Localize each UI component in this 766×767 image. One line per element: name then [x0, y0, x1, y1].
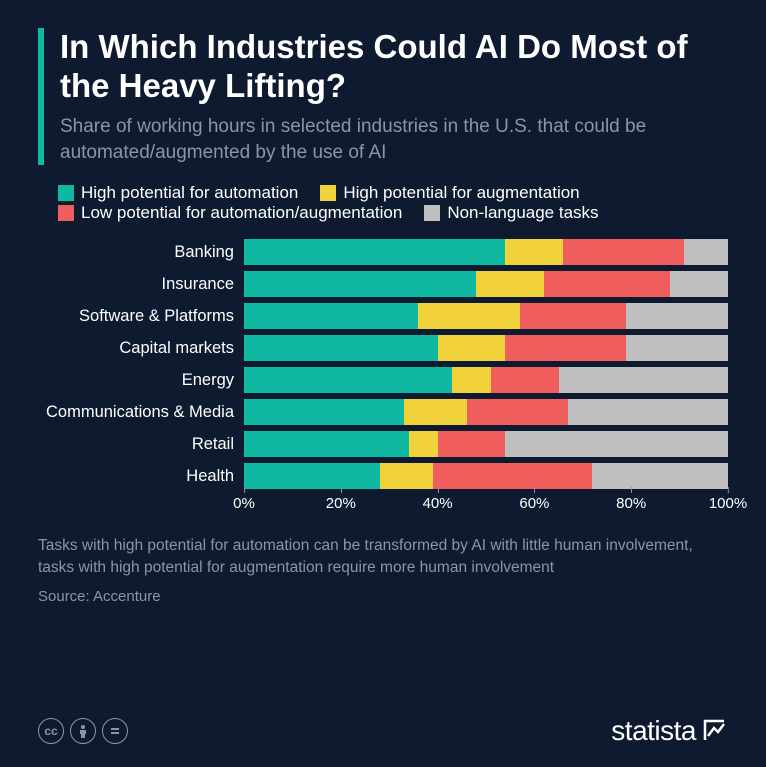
footer: cc statista — [38, 715, 728, 747]
category-label: Software & Platforms — [38, 307, 244, 326]
category-label: Banking — [38, 243, 244, 262]
bar-segment — [244, 303, 418, 329]
legend-label: Low potential for automation/augmentatio… — [81, 203, 402, 223]
bar-track — [244, 431, 728, 457]
bar-segment — [438, 335, 506, 361]
legend-item: High potential for automation — [58, 183, 298, 203]
bar-segment — [505, 431, 728, 457]
legend-swatch — [424, 205, 440, 221]
legend-item: Low potential for automation/augmentatio… — [58, 203, 402, 223]
legend-item: Non-language tasks — [424, 203, 598, 223]
bar-segment — [505, 239, 563, 265]
bar-segment — [505, 335, 626, 361]
bar-segment — [438, 431, 506, 457]
bar-segment — [568, 399, 728, 425]
legend-swatch — [58, 185, 74, 201]
footnote: Tasks with high potential for automation… — [38, 535, 728, 578]
legend-swatch — [320, 185, 336, 201]
legend-label: High potential for automation — [81, 183, 298, 203]
bar-segment — [244, 271, 476, 297]
legend-label: Non-language tasks — [447, 203, 598, 223]
bar-track — [244, 239, 728, 265]
axis-tick: 40% — [423, 495, 453, 512]
cc-icon: cc — [38, 718, 64, 744]
bar-track — [244, 367, 728, 393]
bar-segment — [409, 431, 438, 457]
bar-segment — [559, 367, 728, 393]
nd-icon — [102, 718, 128, 744]
bar-row: Capital markets — [38, 335, 728, 361]
bar-row: Health — [38, 463, 728, 489]
license-icons: cc — [38, 718, 128, 744]
bar-segment — [563, 239, 684, 265]
bar-segment — [452, 367, 491, 393]
bar-track — [244, 399, 728, 425]
bar-segment — [404, 399, 467, 425]
axis-tick: 0% — [233, 495, 255, 512]
bar-segment — [244, 399, 404, 425]
bar-segment — [244, 463, 380, 489]
legend-swatch — [58, 205, 74, 221]
bar-segment — [670, 271, 728, 297]
category-label: Retail — [38, 435, 244, 454]
chart-subtitle: Share of working hours in selected indus… — [60, 114, 728, 165]
bar-segment — [380, 463, 433, 489]
legend: High potential for automation High potent… — [38, 183, 728, 223]
category-label: Health — [38, 467, 244, 486]
header: In Which Industries Could AI Do Most of … — [38, 28, 728, 165]
bar-segment — [491, 367, 559, 393]
bar-row: Insurance — [38, 271, 728, 297]
bar-row: Retail — [38, 431, 728, 457]
axis-tick: 20% — [326, 495, 356, 512]
category-label: Communications & Media — [38, 403, 244, 422]
legend-label: High potential for augmentation — [343, 183, 579, 203]
bar-row: Energy — [38, 367, 728, 393]
bar-segment — [244, 239, 505, 265]
category-label: Capital markets — [38, 339, 244, 358]
bar-track — [244, 335, 728, 361]
bar-segment — [244, 367, 452, 393]
brand-text: statista — [611, 715, 696, 747]
axis-tick: 60% — [519, 495, 549, 512]
axis-tick: 100% — [709, 495, 747, 512]
bar-track — [244, 463, 728, 489]
bar-row: Communications & Media — [38, 399, 728, 425]
bar-segment — [626, 335, 728, 361]
bar-segment — [244, 431, 409, 457]
bar-row: Banking — [38, 239, 728, 265]
bar-segment — [626, 303, 728, 329]
bar-segment — [418, 303, 520, 329]
bar-segment — [476, 271, 544, 297]
brand-logo-icon — [702, 718, 728, 744]
source-line: Source: Accenture — [38, 588, 728, 605]
x-axis: 0%20%40%60%80%100% — [38, 495, 728, 519]
bar-track — [244, 303, 728, 329]
bar-segment — [520, 303, 626, 329]
bar-segment — [544, 271, 670, 297]
bar-row: Software & Platforms — [38, 303, 728, 329]
category-label: Energy — [38, 371, 244, 390]
bar-track — [244, 271, 728, 297]
legend-item: High potential for augmentation — [320, 183, 579, 203]
by-icon — [70, 718, 96, 744]
bar-segment — [244, 335, 438, 361]
brand: statista — [611, 715, 728, 747]
bar-segment — [592, 463, 728, 489]
category-label: Insurance — [38, 275, 244, 294]
chart-title: In Which Industries Could AI Do Most of … — [60, 28, 728, 106]
bar-segment — [684, 239, 728, 265]
bar-segment — [467, 399, 569, 425]
bar-segment — [433, 463, 593, 489]
stacked-bar-chart: Banking Insurance Software & Platforms Capi… — [38, 239, 728, 489]
axis-tick: 80% — [616, 495, 646, 512]
